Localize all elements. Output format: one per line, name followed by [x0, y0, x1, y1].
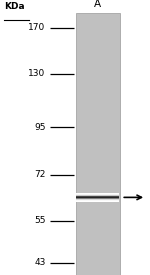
Bar: [76, 13, 120, 275]
Text: 43: 43: [34, 258, 46, 267]
Text: 55: 55: [34, 216, 46, 225]
Text: 95: 95: [34, 123, 46, 132]
Text: KDa: KDa: [4, 2, 25, 10]
Text: A: A: [94, 0, 101, 9]
Text: 130: 130: [28, 69, 46, 78]
Text: 72: 72: [34, 170, 46, 179]
Text: 170: 170: [28, 23, 46, 32]
